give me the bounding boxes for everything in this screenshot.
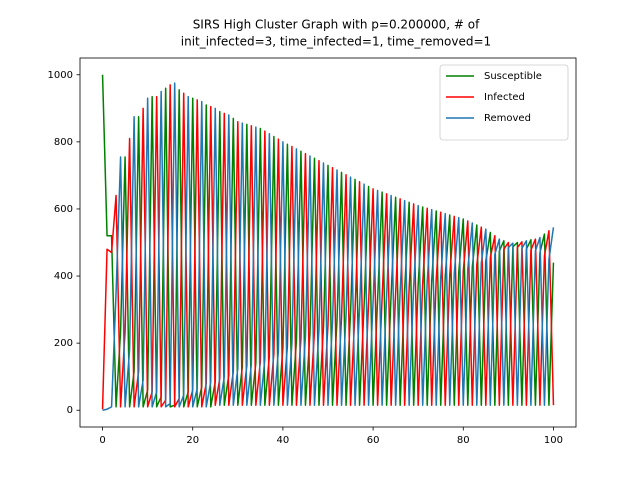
y-tick-label: 400	[54, 271, 73, 282]
x-tick-label: 40	[277, 435, 290, 446]
series-line	[101, 84, 555, 410]
x-tick-label: 20	[186, 435, 199, 446]
y-tick-label: 200	[54, 338, 73, 349]
y-tick-label: 800	[54, 137, 73, 148]
chart-title: SIRS High Cluster Graph with p=0.200000,…	[193, 18, 480, 32]
y-tick-label: 0	[67, 405, 73, 416]
legend-label: Susceptible	[484, 71, 542, 82]
y-tick-label: 600	[54, 204, 73, 215]
legend-box	[439, 64, 569, 141]
x-tick-label: 100	[544, 435, 563, 446]
series-line	[101, 74, 555, 408]
series-line	[102, 82, 555, 411]
legend-label: Infected	[484, 92, 525, 103]
x-tick-label: 60	[367, 435, 380, 446]
x-tick-label: 0	[99, 435, 105, 446]
x-tick-label: 80	[457, 435, 470, 446]
y-tick-label: 1000	[48, 70, 73, 81]
axes-frame	[79, 57, 577, 428]
legend-label: Removed	[484, 113, 531, 124]
chart-title: init_infected=3, time_infected=1, time_r…	[181, 35, 491, 49]
